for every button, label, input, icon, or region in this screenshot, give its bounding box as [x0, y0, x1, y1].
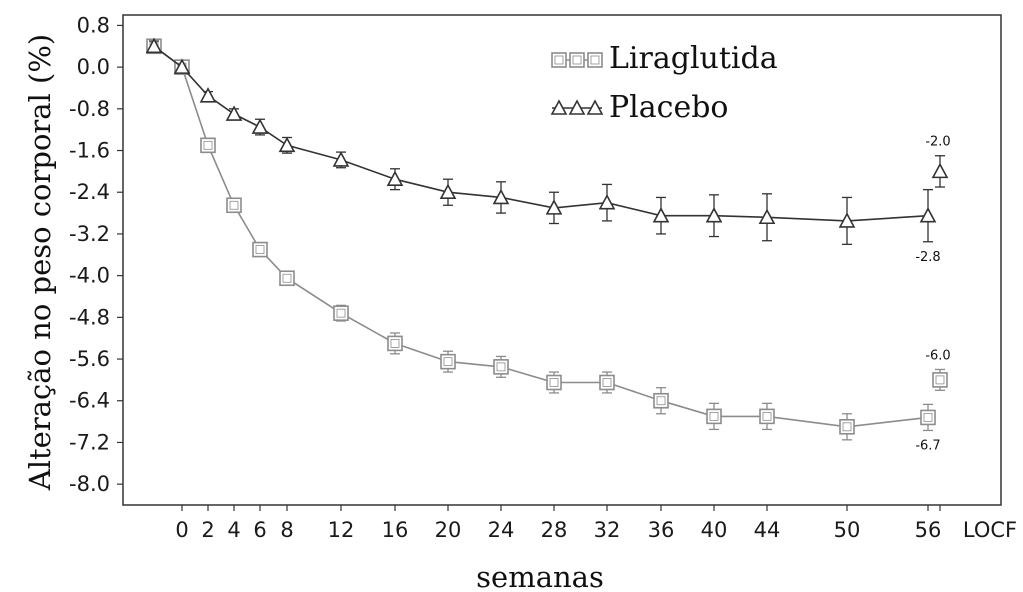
end-value-labels: -6.0 -6.7 -2.0 -2.8: [915, 135, 950, 454]
data-point-triangle: [545, 199, 563, 215]
y-axis: 0.8 0.0 -0.8 -1.6 -2.4 -3.2 -4.0 -4.8 -5.6 -6.4 -7…: [69, 13, 123, 496]
legend-square-markers: [551, 52, 603, 68]
data-point-square: [493, 359, 509, 375]
x-tick-label: 8: [280, 518, 293, 542]
data-point-triangle: [251, 118, 269, 134]
data-point-triangle: [919, 207, 937, 223]
end-value-label: -2.8: [915, 250, 940, 265]
series-line: [153, 45, 929, 428]
data-point-triangle: [931, 162, 949, 179]
data-point-triangle: [278, 136, 296, 153]
data-point-square: [226, 197, 242, 214]
legend-item-liraglutida: Liraglutida: [551, 41, 778, 76]
x-tick-label: 40: [701, 518, 728, 542]
y-axis-title: Alteração no peso corporal (%): [23, 34, 57, 491]
x-tick-label: 28: [541, 518, 568, 542]
data-point-triangle: [199, 87, 217, 103]
y-tick-label: -3.2: [69, 222, 110, 246]
x-axis-title: semanas: [476, 560, 604, 592]
data-point-square: [252, 241, 268, 258]
data-point-square: [706, 408, 722, 425]
legend-item-placebo: Placebo: [550, 90, 729, 125]
x-axis: 0 2 4 6 8 12 16 20 24 28 32 36 40 44 50 56 LOCF: [175, 505, 1017, 542]
x-tick-label: 4: [227, 518, 240, 542]
data-point-square: [333, 305, 349, 321]
x-tick-label: 16: [382, 518, 409, 542]
data-point-triangle: [758, 208, 776, 225]
x-tick-label: 36: [648, 518, 675, 542]
data-point-square: [932, 372, 948, 388]
legend-label-placebo: Placebo: [609, 90, 729, 125]
series-layer: [145, 37, 949, 441]
data-point-square: [279, 270, 295, 287]
x-tick-label: 12: [328, 518, 355, 542]
data-point-square: [387, 335, 403, 352]
data-point-square: [759, 408, 775, 425]
series-liraglutida: [146, 38, 948, 441]
data-point-square: [546, 374, 562, 391]
legend-marker: [587, 52, 603, 68]
legend-marker: [550, 99, 568, 115]
y-tick-label: -7.2: [69, 430, 110, 454]
legend-marker: [551, 52, 567, 68]
x-tick-label: 6: [253, 518, 266, 542]
y-tick-label: -6.4: [69, 389, 110, 413]
data-point-triangle: [439, 183, 457, 200]
data-point-triangle: [332, 151, 350, 167]
data-point-square: [920, 409, 936, 426]
legend: Liraglutida Placebo: [550, 41, 778, 125]
plot-frame: [122, 14, 1002, 506]
data-point-triangle: [492, 188, 510, 205]
data-point-triangle: [838, 212, 856, 228]
end-value-label: -2.0: [925, 135, 950, 150]
series-line: [153, 45, 929, 222]
data-point-square: [839, 419, 855, 435]
y-tick-label: -4.0: [69, 264, 110, 288]
y-tick-label: -4.8: [69, 305, 110, 329]
data-point-triangle: [173, 58, 191, 74]
legend-label-liraglutida: Liraglutida: [609, 41, 778, 76]
legend-marker: [569, 52, 585, 68]
data-point-triangle: [225, 105, 243, 121]
y-tick-label: 0.8: [77, 13, 110, 37]
data-point-square: [200, 137, 216, 154]
data-point-triangle: [145, 37, 163, 54]
x-tick-label: 50: [834, 518, 861, 542]
y-tick-label: 0.0: [77, 55, 110, 79]
series-placebo: [145, 37, 949, 246]
data-point-triangle: [386, 170, 404, 187]
end-value-label: -6.0: [925, 348, 950, 363]
legend-triangle-markers: [550, 99, 604, 115]
x-tick-label: 2: [201, 518, 214, 542]
y-tick-label: -5.6: [69, 347, 110, 371]
x-tick-label: 24: [488, 518, 515, 542]
data-point-square: [599, 374, 615, 391]
y-tick-label: -1.6: [69, 139, 110, 163]
x-tick-label: 56: [915, 518, 942, 542]
y-tick-label: -8.0: [69, 472, 110, 496]
end-value-label: -6.7: [915, 438, 940, 453]
data-point-triangle: [705, 207, 723, 223]
data-point-square: [653, 392, 669, 409]
y-tick-label: -0.8: [69, 97, 110, 121]
x-tick-label: 20: [435, 518, 462, 542]
x-tick-label: 44: [754, 518, 781, 542]
x-tick-label: LOCF: [963, 518, 1017, 542]
data-point-square: [440, 353, 456, 370]
y-tick-label: -2.4: [69, 180, 110, 204]
data-point-triangle: [598, 193, 616, 210]
x-tick-label: 32: [594, 518, 621, 542]
legend-marker: [586, 99, 604, 115]
x-tick-label: 0: [175, 518, 188, 542]
data-point-triangle: [652, 207, 670, 223]
legend-marker: [568, 99, 586, 115]
